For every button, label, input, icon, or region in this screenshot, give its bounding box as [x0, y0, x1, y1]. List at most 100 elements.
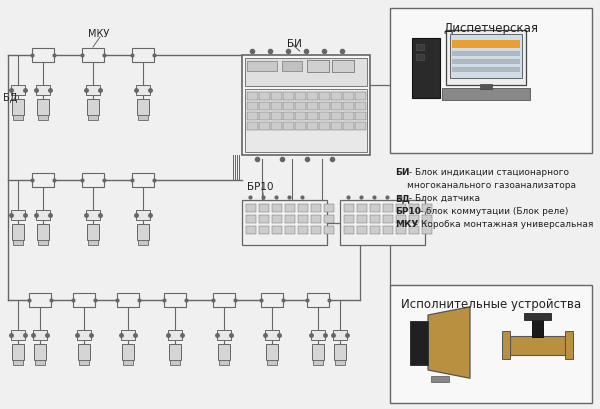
Bar — [480, 84, 492, 89]
Bar — [333, 330, 347, 340]
Bar — [319, 112, 330, 120]
Bar — [169, 344, 181, 360]
Bar — [12, 99, 24, 115]
Bar — [335, 360, 345, 365]
Bar — [13, 360, 23, 365]
Bar — [422, 204, 432, 212]
Bar — [32, 173, 54, 187]
Bar — [11, 330, 25, 340]
Polygon shape — [428, 307, 470, 378]
Bar — [283, 102, 294, 110]
Text: - Блок индикации стационарного: - Блок индикации стационарного — [406, 168, 569, 177]
Bar — [246, 215, 256, 223]
Bar — [319, 102, 330, 110]
Bar — [132, 173, 154, 187]
Bar — [137, 99, 149, 115]
Bar — [88, 240, 98, 245]
Bar — [272, 215, 282, 223]
Bar — [450, 34, 522, 78]
Bar — [259, 204, 269, 212]
Bar — [311, 330, 325, 340]
Bar — [383, 215, 393, 223]
Bar — [409, 204, 419, 212]
Bar — [344, 226, 354, 234]
Bar — [12, 344, 24, 360]
Bar — [452, 40, 520, 48]
Bar — [357, 204, 367, 212]
Bar — [416, 44, 424, 50]
Bar — [331, 102, 342, 110]
Bar — [446, 30, 526, 85]
Text: БР10: БР10 — [247, 182, 274, 192]
Bar — [213, 293, 235, 307]
Bar — [298, 226, 308, 234]
Bar — [452, 51, 520, 56]
Bar — [532, 316, 543, 337]
Bar — [285, 226, 295, 234]
Bar — [217, 330, 231, 340]
Bar — [343, 92, 354, 100]
Bar — [295, 112, 306, 120]
Bar — [396, 226, 406, 234]
Bar — [283, 112, 294, 120]
Text: - блок коммутации (Блок реле): - блок коммутации (Блок реле) — [417, 207, 568, 216]
Bar — [132, 48, 154, 62]
Bar — [390, 8, 592, 153]
Bar — [307, 92, 318, 100]
Bar — [285, 215, 295, 223]
Bar — [334, 344, 346, 360]
Bar — [313, 360, 323, 365]
Bar — [319, 92, 330, 100]
Bar — [242, 200, 327, 245]
Bar — [11, 210, 25, 220]
Text: Диспетчерская: Диспетчерская — [443, 22, 539, 35]
Bar — [13, 115, 23, 120]
Bar — [247, 122, 258, 130]
Bar — [343, 122, 354, 130]
Bar — [565, 331, 573, 359]
Bar — [422, 215, 432, 223]
Bar — [307, 122, 318, 130]
Bar — [246, 204, 256, 212]
Bar — [357, 215, 367, 223]
Bar — [307, 112, 318, 120]
Text: БД: БД — [395, 194, 410, 203]
Bar — [261, 293, 283, 307]
Bar — [82, 173, 104, 187]
Bar — [283, 122, 294, 130]
Bar — [524, 313, 551, 319]
Bar — [271, 92, 282, 100]
Bar — [272, 226, 282, 234]
Bar — [246, 226, 256, 234]
Bar — [35, 360, 45, 365]
Bar — [265, 330, 279, 340]
Bar — [247, 92, 258, 100]
Bar — [32, 48, 54, 62]
Bar — [370, 226, 380, 234]
Bar — [319, 122, 330, 130]
Bar — [442, 88, 530, 100]
Bar — [355, 122, 366, 130]
Bar — [36, 85, 50, 95]
Bar — [37, 99, 49, 115]
Bar — [121, 330, 135, 340]
Bar — [122, 344, 134, 360]
Bar — [259, 122, 270, 130]
Bar — [283, 92, 294, 100]
Bar — [259, 112, 270, 120]
Bar — [344, 215, 354, 223]
Bar — [219, 360, 229, 365]
Bar — [88, 115, 98, 120]
Bar — [370, 215, 380, 223]
Bar — [409, 226, 419, 234]
Bar — [245, 89, 367, 152]
Bar — [295, 122, 306, 130]
Bar — [267, 360, 277, 365]
Bar — [331, 92, 342, 100]
Bar — [343, 102, 354, 110]
Bar — [311, 215, 321, 223]
Bar — [396, 204, 406, 212]
Bar — [78, 344, 90, 360]
Bar — [452, 67, 520, 72]
Bar — [343, 112, 354, 120]
